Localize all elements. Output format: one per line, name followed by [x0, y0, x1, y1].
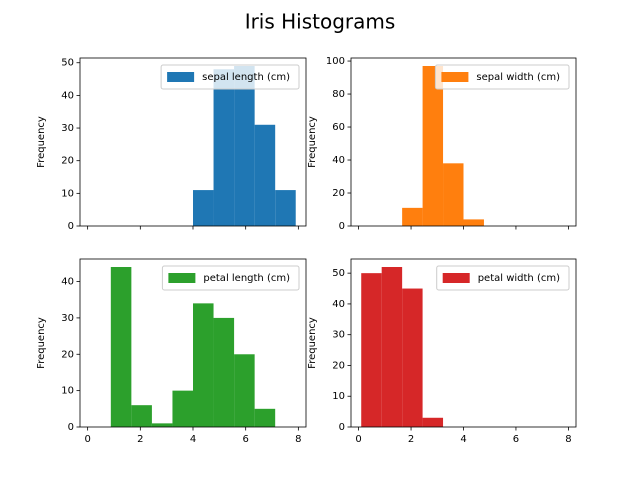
legend-box	[436, 265, 570, 291]
x-tick-label: 0	[84, 434, 90, 445]
histogram-bar	[151, 423, 173, 427]
y-tick-label: 30	[61, 313, 74, 324]
y-tick-label: 10	[61, 386, 74, 397]
y-tick-label: 50	[61, 58, 74, 69]
histogram-bar	[172, 390, 193, 427]
histogram-bar	[213, 69, 235, 226]
legend: petal length (cm)	[161, 265, 300, 291]
legend: petal width (cm)	[436, 265, 570, 291]
legend-label: petal length (cm)	[203, 273, 290, 284]
histogram-bar	[110, 267, 132, 427]
legend-box	[434, 64, 570, 90]
y-tick-label: 50	[332, 268, 345, 279]
y-tick-label: 20	[61, 349, 74, 360]
y-tick-label: 100	[326, 56, 345, 67]
histogram-bar	[131, 405, 152, 427]
legend-swatch	[168, 273, 196, 283]
histogram-bar	[193, 190, 214, 226]
legend: sepal width (cm)	[434, 64, 570, 90]
y-tick-label: 20	[332, 360, 345, 371]
y-tick-label: 30	[61, 123, 74, 134]
x-tick-label: 6	[513, 434, 519, 445]
figure-title: Iris Histograms	[245, 10, 396, 34]
histogram-bar	[193, 303, 214, 427]
legend-label: sepal width (cm)	[476, 72, 560, 83]
y-axis-label: Frequency	[307, 317, 318, 369]
y-axis-label: Frequency	[307, 116, 318, 168]
legend-label: sepal length (cm)	[202, 72, 290, 83]
y-tick-label: 40	[332, 155, 345, 166]
legend-swatch	[441, 72, 469, 82]
histogram-bar	[402, 207, 423, 226]
x-tick-label: 2	[408, 434, 414, 445]
x-tick-label: 6	[242, 434, 248, 445]
legend: sepal length (cm)	[160, 64, 300, 90]
y-tick-label: 0	[339, 422, 345, 433]
y-tick-label: 60	[332, 122, 345, 133]
histogram-bar	[422, 417, 444, 427]
histogram-bar	[463, 219, 484, 226]
y-tick-label: 0	[68, 422, 74, 433]
histogram-bar	[254, 124, 276, 226]
y-tick-label: 80	[332, 89, 345, 100]
legend-swatch	[167, 72, 195, 82]
histogram-bar	[361, 273, 382, 427]
histogram-bar	[213, 317, 235, 427]
histogram-bar	[275, 190, 296, 226]
x-tick-label: 0	[355, 434, 361, 445]
x-tick-label: 4	[190, 434, 196, 445]
histogram-bar	[402, 288, 423, 427]
y-tick-label: 0	[68, 221, 74, 232]
legend-box	[160, 64, 300, 90]
histogram-bar	[381, 267, 403, 427]
histogram-bar	[254, 408, 276, 427]
y-tick-label: 40	[61, 277, 74, 288]
y-axis-label: Frequency	[36, 116, 47, 168]
histogram-bar	[443, 163, 464, 226]
y-tick-label: 20	[61, 156, 74, 167]
y-tick-label: 20	[332, 188, 345, 199]
histogram-bar	[234, 354, 255, 427]
y-tick-label: 10	[332, 391, 345, 402]
legend-box	[161, 265, 300, 291]
y-tick-label: 30	[332, 330, 345, 341]
y-tick-label: 10	[61, 188, 74, 199]
y-tick-label: 40	[332, 299, 345, 310]
x-tick-label: 8	[295, 434, 301, 445]
histogram-bar	[422, 66, 444, 226]
legend-swatch	[442, 273, 470, 283]
histogram-bar	[234, 66, 255, 226]
y-tick-label: 0	[339, 221, 345, 232]
legend-label: petal width (cm)	[478, 273, 560, 284]
y-axis-label: Frequency	[36, 317, 47, 369]
y-tick-label: 40	[61, 90, 74, 101]
x-tick-label: 4	[460, 434, 466, 445]
x-tick-label: 2	[137, 434, 143, 445]
x-tick-label: 8	[565, 434, 571, 445]
